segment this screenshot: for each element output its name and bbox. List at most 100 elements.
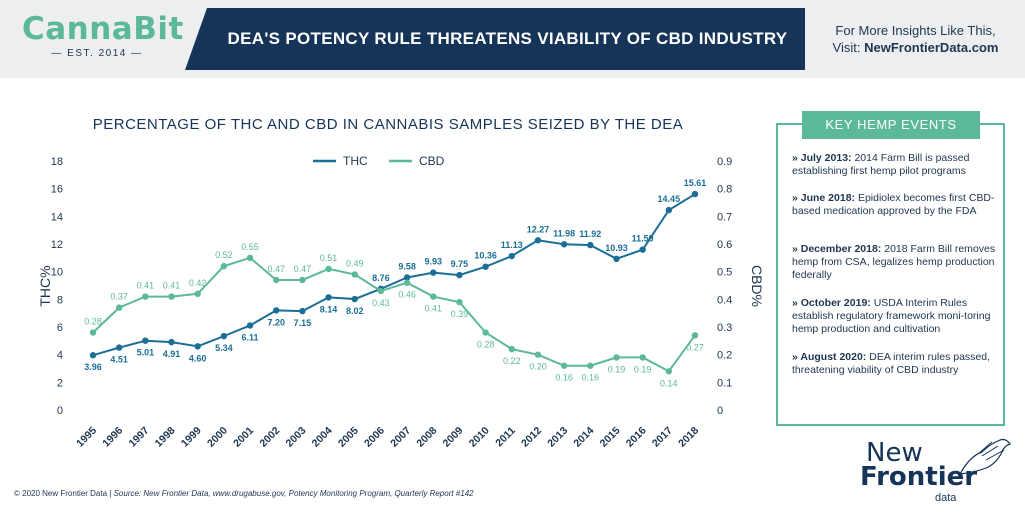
thc-data-point — [351, 295, 358, 303]
x-tick-label: 1998 — [153, 425, 178, 450]
cbd-data-point — [430, 293, 437, 300]
y-right-tick-label: 0.9 — [717, 156, 732, 168]
cbd-data-label: 0.43 — [372, 298, 390, 308]
thc-series-line — [92, 193, 696, 357]
thc-data-label: 11.92 — [579, 229, 601, 239]
event-text: USDA Interim Rules establish regulatory … — [792, 297, 991, 335]
event-text: DEA interim rules passed, threatening vi… — [792, 351, 991, 376]
cbd-data-label: 0.16 — [555, 373, 573, 383]
x-tick-label: 2013 — [545, 425, 570, 450]
thc-data-point — [194, 343, 201, 350]
y-right-tick-label: 0.1 — [717, 377, 732, 389]
y-right-tick-label: 0.5 — [717, 267, 732, 279]
y-left-tick-label: 18 — [51, 156, 63, 168]
thc-data-point — [142, 337, 149, 344]
thc-data-label: 5.01 — [137, 348, 155, 358]
y-left-tick-label: 6 — [57, 322, 63, 334]
cbd-data-point — [142, 293, 149, 300]
insights-visit-label: Visit: — [832, 40, 865, 55]
thc-data-label: 8.14 — [320, 304, 338, 314]
cbd-data-point — [613, 354, 620, 361]
x-tick-label: 2005 — [336, 425, 361, 450]
cbd-data-label: 0.46 — [398, 290, 416, 300]
x-tick-label: 1999 — [179, 425, 204, 450]
event-item: » July 2013: 2014 Farm Bill is passed es… — [792, 152, 997, 178]
new-frontier-logo[interactable]: New Frontier data — [860, 438, 1011, 508]
insights-visit[interactable]: Visit: NewFrontierData.com — [808, 39, 1023, 56]
cbd-data-point — [325, 265, 332, 273]
logo-wordmark: CannaBit — [22, 11, 184, 47]
brand-line-frontier: Frontier — [860, 462, 978, 492]
thc-data-label: 14.45 — [658, 194, 681, 204]
cbd-data-point — [168, 293, 175, 300]
y-right-tick-label: 0 — [717, 405, 723, 417]
legend-label-thc: THC — [343, 154, 368, 168]
thc-data-point — [220, 332, 228, 340]
y-left-tick-label: 10 — [51, 267, 63, 279]
x-tick-label: 2017 — [650, 425, 675, 450]
thc-data-point — [456, 271, 463, 279]
x-tick-label: 2007 — [388, 425, 413, 450]
horse-icon — [958, 438, 1011, 475]
x-tick-label: 2002 — [257, 425, 282, 450]
x-tick-label: 2001 — [231, 425, 256, 450]
thc-data-label: 9.93 — [424, 257, 442, 267]
event-date: » July 2013: — [792, 152, 852, 164]
cbd-data-point — [115, 304, 123, 311]
thc-data-point — [613, 255, 620, 263]
thc-data-label: 4.51 — [110, 355, 128, 365]
thc-data-point — [587, 241, 594, 249]
event-date: » June 2018: — [792, 192, 856, 204]
thc-data-point — [691, 190, 699, 198]
insights-url-link[interactable]: NewFrontierData.com — [864, 40, 999, 55]
thc-data-label: 8.02 — [346, 306, 364, 316]
thc-data-point — [299, 307, 306, 315]
cbd-data-point — [482, 329, 489, 336]
cbd-data-label: 0.16 — [582, 373, 600, 383]
thc-data-point — [168, 338, 175, 346]
thc-data-label: 7.15 — [294, 318, 312, 328]
thc-data-label: 4.91 — [163, 349, 181, 359]
y-left-axis-label: THC% — [37, 265, 53, 306]
thc-data-label: 11.13 — [501, 240, 523, 250]
y-right-axis-label: CBD% — [749, 265, 765, 307]
insights-line: For More Insights Like This, — [835, 23, 996, 38]
cbd-data-point — [89, 329, 97, 336]
cbd-data-label: 0.42 — [189, 278, 207, 288]
x-tick-label: 2012 — [519, 425, 544, 450]
cbd-data-label: 0.19 — [634, 364, 652, 374]
event-date: » August 2020: — [792, 351, 867, 363]
x-tick-label: 2016 — [624, 425, 649, 450]
logo-established: — EST. 2014 — — [51, 48, 143, 59]
cbd-data-label: 0.22 — [503, 356, 521, 366]
brand-line-new: New — [866, 438, 923, 468]
thc-data-point — [246, 322, 254, 329]
y-left-tick-label: 8 — [57, 294, 63, 306]
chart-title: PERCENTAGE OF THC AND CBD IN CANNABIS SA… — [93, 116, 684, 133]
cannabit-logo[interactable]: CannaBit — EST. 2014 — — [22, 11, 184, 59]
x-tick-label: 2009 — [441, 425, 466, 450]
cbd-data-point — [299, 276, 306, 284]
cbd-data-label: 0.51 — [320, 253, 338, 263]
cbd-data-label: 0.37 — [110, 292, 128, 302]
y-left-tick-label: 12 — [51, 239, 63, 251]
thc-data-label: 6.11 — [242, 332, 259, 342]
insights-promo: For More Insights Like This, Visit: NewF… — [808, 22, 1023, 56]
thc-data-label: 8.76 — [372, 273, 390, 283]
cbd-data-label: 0.28 — [477, 340, 495, 350]
cbd-data-point — [508, 345, 515, 353]
event-date: » December 2018: — [792, 243, 882, 255]
x-tick-label: 1997 — [126, 425, 151, 450]
cbd-data-label: 0.41 — [424, 304, 442, 314]
thc-data-label: 15.61 — [684, 178, 707, 188]
cbd-data-label: 0.19 — [608, 364, 626, 374]
cbd-data-point — [587, 362, 594, 369]
cbd-data-point — [691, 332, 699, 339]
y-left-tick-label: 16 — [51, 184, 63, 196]
cbd-data-point — [351, 271, 358, 278]
cbd-data-point — [403, 279, 411, 286]
cbd-data-point — [194, 290, 201, 297]
thc-data-point — [273, 307, 280, 314]
cbd-data-label: 0.20 — [529, 362, 547, 372]
